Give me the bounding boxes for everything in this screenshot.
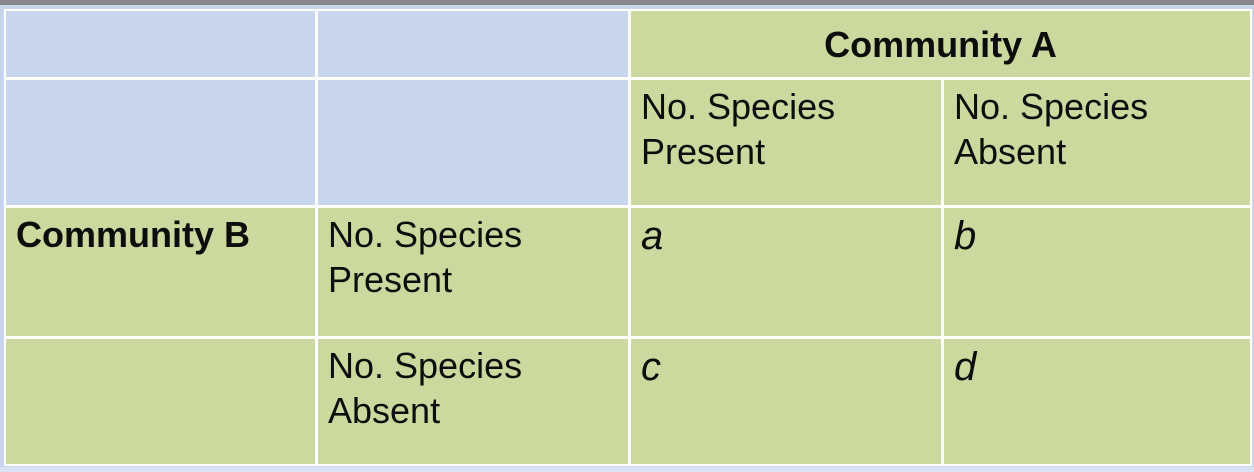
row-header-species-absent: No. Species Absent: [318, 339, 628, 464]
community-a-header-cell: Community A: [631, 11, 1250, 77]
column-header-species-present: No. Species Present: [631, 80, 941, 205]
corner-cell-empty-4: [318, 80, 628, 205]
corner-cell-empty-1: [6, 11, 315, 77]
cell-value-a: a: [631, 208, 941, 336]
top-gray-bar: [0, 0, 1254, 5]
bottom-slide-strip: [0, 467, 1254, 472]
community-b-header-cell: Community B: [6, 208, 315, 336]
cell-value-b: b: [944, 208, 1250, 336]
column-header-species-absent: No. Species Absent: [944, 80, 1250, 205]
cell-value-d: d: [944, 339, 1250, 464]
community-b-empty-cell: [6, 339, 315, 464]
contingency-table: Community A No. Species Present No. Spec…: [4, 9, 1252, 466]
cell-value-c: c: [631, 339, 941, 464]
corner-cell-empty-2: [318, 11, 628, 77]
row-header-species-present: No. Species Present: [318, 208, 628, 336]
corner-cell-empty-3: [6, 80, 315, 205]
